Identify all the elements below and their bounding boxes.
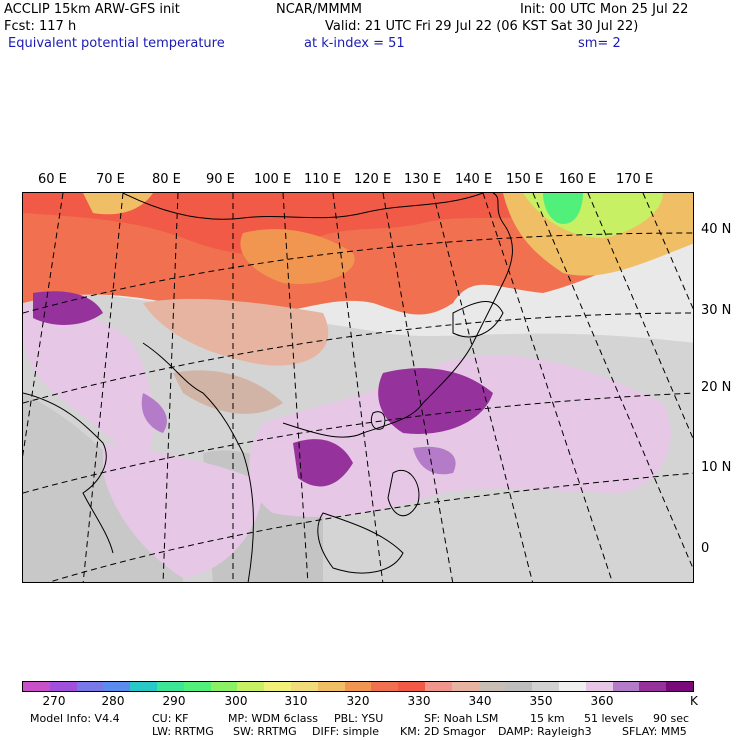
colorbar-tick-270: 270 (42, 694, 66, 708)
lon-label-120e: 120 E (354, 172, 392, 187)
colorbar-tick-340: 340 (468, 694, 492, 708)
colorbar-swatch (103, 682, 131, 691)
lon-label-100e: 100 E (254, 172, 292, 187)
footer-sw: SW: RRTMG (233, 725, 297, 738)
lon-label-110e: 110 E (304, 172, 342, 187)
lon-label-160e: 160 E (559, 172, 597, 187)
lon-label-70e: 70 E (96, 172, 125, 187)
lat-label-10n: 10 N (701, 460, 732, 475)
colorbar-tick-280: 280 (101, 694, 125, 708)
colorbar-tick-360: 360 (590, 694, 614, 708)
colorbar-tick-290: 290 (162, 694, 186, 708)
colorbar-swatch (156, 682, 184, 691)
footer-lw: LW: RRTMG (152, 725, 214, 738)
colorbar-swatch (558, 682, 586, 691)
colorbar-swatch (398, 682, 425, 691)
colorbar-tick-310: 310 (284, 694, 308, 708)
colorbar-swatch (183, 682, 211, 691)
colorbar-tick-320: 320 (346, 694, 370, 708)
colorbar-swatch (290, 682, 318, 691)
footer-sf: SF: Noah LSM (424, 712, 499, 725)
org-label: NCAR/MMMM (276, 2, 362, 17)
colorbar (22, 681, 694, 692)
footer-mp: MP: WDM 6class (228, 712, 318, 725)
footer-resolution: 15 km (530, 712, 565, 725)
colorbar-swatch (612, 682, 640, 691)
colorbar-swatch (639, 682, 667, 691)
footer-pbl: PBL: YSU (334, 712, 384, 725)
colorbar-swatch (130, 682, 157, 691)
lon-label-170e: 170 E (616, 172, 654, 187)
lat-label-20n: 20 N (701, 380, 732, 395)
colorbar-tick-330: 330 (407, 694, 431, 708)
colorbar-tick-300: 300 (224, 694, 248, 708)
colorbar-swatch (666, 682, 693, 691)
colorbar-unit: K (690, 694, 698, 708)
colorbar-swatch (210, 682, 238, 691)
lat-label-0: 0 (701, 541, 710, 556)
forecast-hour: Fcst: 117 h (4, 19, 77, 34)
lon-label-140e: 140 E (455, 172, 493, 187)
theta-e-field (23, 193, 693, 582)
colorbar-swatch (505, 682, 533, 691)
footer-km: KM: 2D Smagor (400, 725, 486, 738)
field-name: Equivalent potential temperature (8, 36, 225, 51)
colorbar-tick-350: 350 (529, 694, 553, 708)
footer-model-info: Model Info: V4.4 (30, 712, 120, 725)
lat-label-30n: 30 N (701, 303, 732, 318)
footer-cu: CU: KF (152, 712, 189, 725)
lat-label-40n: 40 N (701, 222, 732, 237)
footer-diff: DIFF: simple (312, 725, 380, 738)
smoothing-label: sm= 2 (578, 36, 621, 51)
colorbar-swatch (371, 682, 399, 691)
colorbar-swatch (451, 682, 479, 691)
model-title: ACCLIP 15km ARW-GFS init (4, 2, 180, 17)
init-time: Init: 00 UTC Mon 25 Jul 22 (520, 2, 689, 17)
colorbar-swatch (532, 682, 559, 691)
lon-label-130e: 130 E (404, 172, 442, 187)
colorbar-swatch (424, 682, 452, 691)
lon-label-60e: 60 E (38, 172, 67, 187)
level-label: at k-index = 51 (304, 36, 405, 51)
colorbar-swatch (317, 682, 345, 691)
colorbar-swatch (49, 682, 77, 691)
colorbar-swatch (76, 682, 104, 691)
footer-timestep: 90 sec (653, 712, 690, 725)
colorbar-swatch (478, 682, 506, 691)
colorbar-swatch (23, 682, 50, 691)
footer-damp: DAMP: Rayleigh3 (498, 725, 592, 738)
footer-sflay: SFLAY: MM5 (622, 725, 687, 738)
colorbar-swatch (344, 682, 372, 691)
colorbar-swatch (237, 682, 265, 691)
footer-levels: 51 levels (584, 712, 634, 725)
lon-label-80e: 80 E (152, 172, 181, 187)
map-plot (22, 192, 694, 583)
valid-time: Valid: 21 UTC Fri 29 Jul 22 (06 KST Sat … (325, 19, 639, 34)
colorbar-swatch (585, 682, 613, 691)
lon-label-90e: 90 E (206, 172, 235, 187)
colorbar-swatch (264, 682, 291, 691)
lon-label-150e: 150 E (506, 172, 544, 187)
